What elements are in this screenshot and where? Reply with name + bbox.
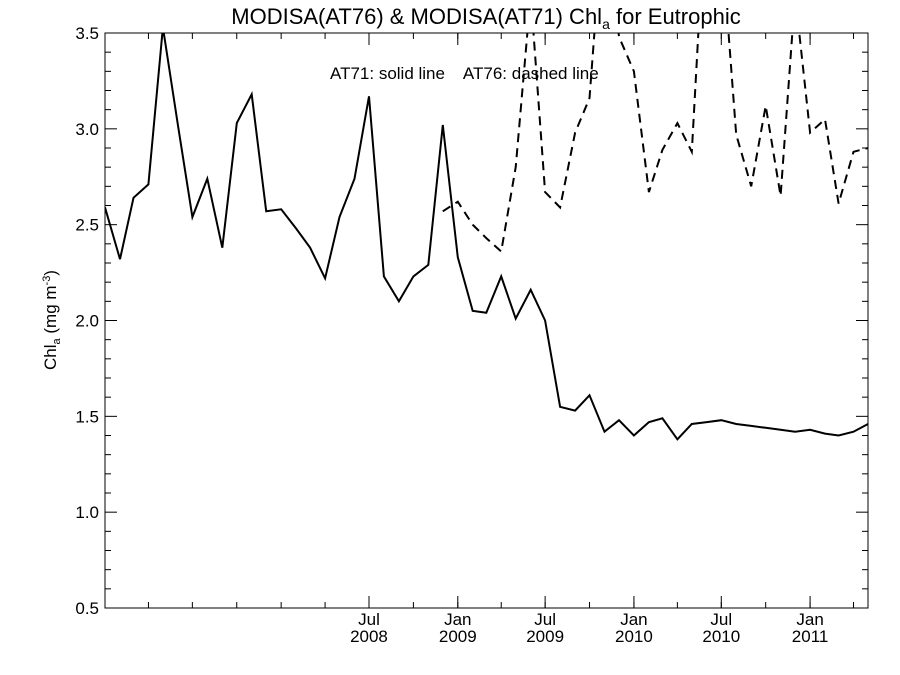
chart-title-main: MODISA(AT76) & MODISA(AT71) Chl	[231, 4, 602, 29]
y-axis-label-subscript: a	[51, 337, 63, 344]
y-axis-label-mid: (mg m	[41, 285, 60, 338]
x-tick-month-label: Jan	[620, 610, 647, 629]
x-tick-year-label: 2010	[702, 627, 740, 646]
chart-title-subscript: a	[602, 16, 610, 32]
y-tick-label: 0.5	[75, 599, 99, 618]
plot-frame	[104, 32, 869, 609]
x-tick-month-label: Jul	[358, 610, 380, 629]
series-line-at76	[442, 33, 868, 254]
y-tick-label: 2.5	[75, 216, 99, 235]
y-axis-label: Chla (mg m-3)	[41, 270, 63, 370]
y-axis-label-tail: )	[41, 270, 60, 276]
x-tick-year-label: 2010	[615, 627, 653, 646]
y-tick-label: 3.5	[75, 24, 99, 43]
y-tick-label: 3.0	[75, 120, 99, 139]
axis-ticks: 0.51.01.52.02.53.03.5Jul2008Jan2009Jul20…	[75, 24, 868, 646]
y-tick-label: 2.0	[75, 312, 99, 331]
x-tick-month-label: Jul	[710, 610, 732, 629]
legend-annotation: AT71: solid line AT76: dashed line	[330, 64, 599, 83]
chart-title: MODISA(AT76) & MODISA(AT71) Chla for Eut…	[231, 4, 740, 32]
chart-title-tail: for Eutrophic	[610, 4, 741, 29]
y-tick-label: 1.0	[75, 503, 99, 522]
x-tick-year-label: 2009	[526, 627, 564, 646]
series-group	[105, 33, 868, 441]
x-tick-month-label: Jan	[796, 610, 823, 629]
x-tick-year-label: 2011	[792, 627, 829, 646]
y-tick-label: 1.5	[75, 407, 99, 426]
series-line-at71	[105, 33, 868, 441]
y-axis-label-superscript: -3	[41, 276, 53, 286]
y-axis-label-main: Chl	[41, 344, 60, 370]
x-tick-year-label: 2009	[439, 627, 477, 646]
x-tick-month-label: Jul	[534, 610, 556, 629]
x-tick-year-label: 2008	[350, 627, 388, 646]
x-tick-month-label: Jan	[444, 610, 471, 629]
